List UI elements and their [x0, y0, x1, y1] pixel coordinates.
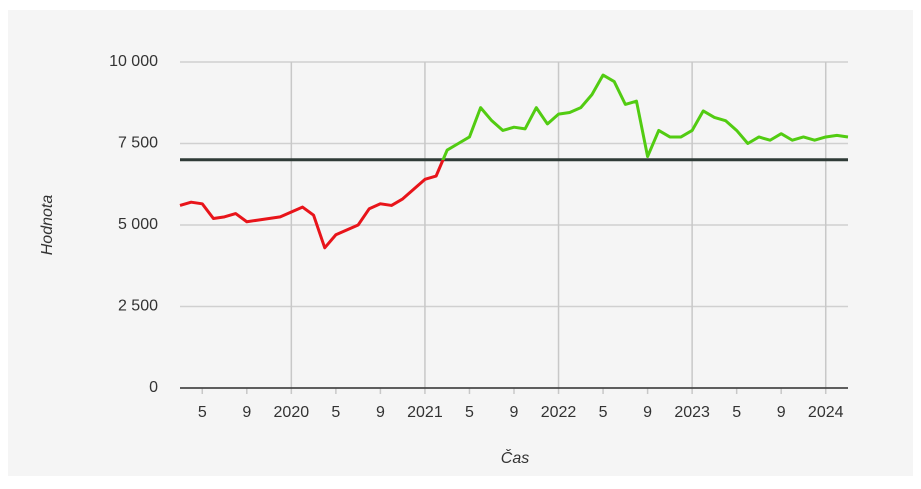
x-tick-label: 9 — [777, 404, 786, 421]
x-tick-label: 2024 — [808, 404, 844, 421]
y-tick-label: 2 500 — [118, 298, 158, 315]
y-tick-label: 10 000 — [109, 53, 158, 70]
data-line — [179, 73, 849, 250]
y-axis-title: Hodnota — [39, 195, 56, 256]
y-tick-label: 5 000 — [118, 216, 158, 233]
y-tick-label: 7 500 — [118, 135, 158, 152]
y-tick-label: 0 — [149, 379, 158, 396]
x-tick-label: 5 — [732, 404, 741, 421]
x-tick-label: 5 — [465, 404, 474, 421]
chart-background — [8, 10, 913, 476]
x-tick-label: 2020 — [274, 404, 310, 421]
x-tick-label: 5 — [198, 404, 207, 421]
x-tick-label: 9 — [242, 404, 251, 421]
x-tick-label: 5 — [331, 404, 340, 421]
x-tick-label: 9 — [510, 404, 519, 421]
x-tick-label: 2022 — [541, 404, 577, 421]
x-tick-label: 9 — [643, 404, 652, 421]
x-tick-label: 2021 — [407, 404, 443, 421]
x-tick-label: 2023 — [674, 404, 710, 421]
x-axis-title: Čas — [501, 448, 529, 467]
x-tick-label: 5 — [599, 404, 608, 421]
x-tick-label: 9 — [376, 404, 385, 421]
